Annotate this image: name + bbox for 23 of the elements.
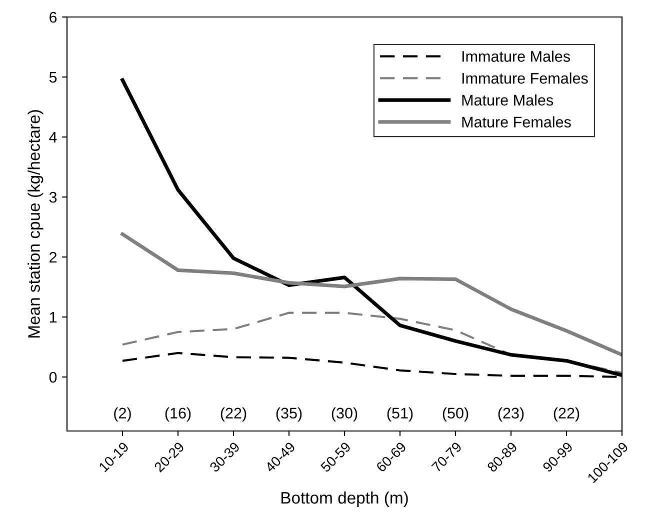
legend-label: Mature Females <box>462 116 571 128</box>
annotation: (22) <box>554 407 580 422</box>
annotation: (22) <box>220 407 246 422</box>
y-tick-label: 4 <box>49 132 57 143</box>
annotation: (16) <box>165 407 191 422</box>
annotation: (51) <box>387 407 413 422</box>
annotation: (2) <box>114 407 131 422</box>
annotation: (35) <box>276 407 302 422</box>
y-tick-label: 6 <box>50 12 57 23</box>
x-axis-title: Bottom depth (m) <box>281 491 408 508</box>
annotation: (50) <box>442 407 468 422</box>
legend-label: Immature Females <box>462 72 588 84</box>
annotation: (30) <box>332 407 358 422</box>
y-axis-title: Mean station cpue (kg/hectare) <box>28 110 44 338</box>
y-tick-label: 3 <box>49 192 57 203</box>
y-tick-label: 1 <box>50 312 57 323</box>
line-series <box>120 232 622 357</box>
annotation: (23) <box>498 407 524 422</box>
y-tick-label: 0 <box>49 372 57 383</box>
legend-label: Immature Males <box>462 50 570 62</box>
y-tick-label: 5 <box>49 72 57 83</box>
legend-label: Mature Males <box>462 94 554 106</box>
y-tick-label: 2 <box>50 252 57 263</box>
